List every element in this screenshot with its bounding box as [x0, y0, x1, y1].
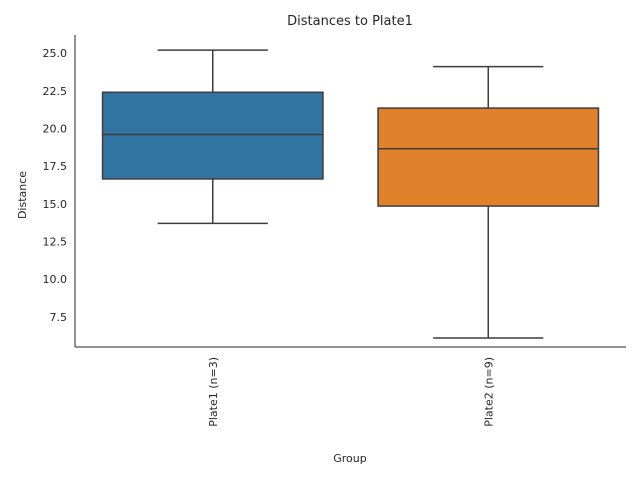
- chart-title: Distances to Plate1: [287, 14, 413, 29]
- x-axis-label: Group: [333, 452, 367, 465]
- x-tick-label: Plate2 (n=9): [482, 357, 495, 427]
- box-1: [101, 49, 324, 225]
- y-tick-label: 10.0: [43, 273, 68, 286]
- box-body: [377, 107, 600, 207]
- x-tick-label: Plate1 (n=3): [207, 357, 220, 427]
- y-tick-label: 22.5: [43, 85, 68, 98]
- y-tick-label: 17.5: [43, 160, 68, 173]
- x-ticks: Plate1 (n=3) Plate2 (n=9): [207, 357, 496, 427]
- box-2: [377, 65, 600, 339]
- box-body: [101, 91, 324, 180]
- y-tick-label: 25.0: [43, 47, 68, 60]
- y-tick-label: 12.5: [43, 235, 68, 248]
- axes: [74, 35, 626, 348]
- y-ticks: 7.5 10.0 12.5 15.0 17.5 20.0 22.5 25.0: [43, 47, 68, 324]
- y-tick-label: 20.0: [43, 122, 68, 135]
- y-tick-label: 7.5: [50, 311, 68, 324]
- y-axis-label: Distance: [16, 171, 29, 219]
- y-tick-label: 15.0: [43, 198, 68, 211]
- boxes: [101, 49, 600, 339]
